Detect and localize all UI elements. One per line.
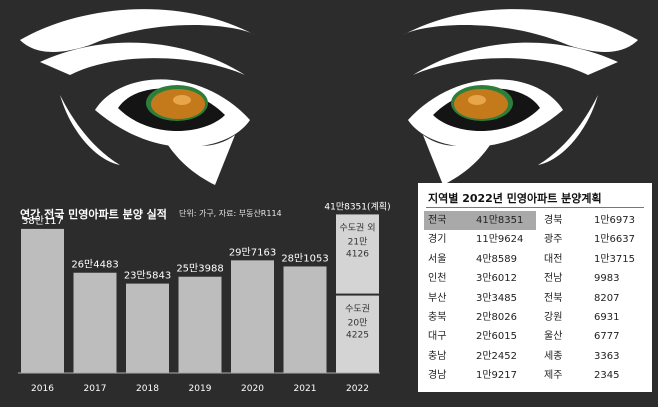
region-row: 전북 8207	[544, 289, 646, 308]
left-eye-icon	[20, 9, 255, 185]
region-row: 제주 2345	[544, 366, 646, 385]
bar-2017	[73, 272, 117, 373]
x-tick-2022: 2022	[346, 384, 369, 394]
region-name: 세종	[544, 350, 563, 362]
region-value: 3363	[594, 350, 620, 362]
region-row: 광주 1만6637	[544, 230, 646, 249]
bar-2020	[231, 260, 274, 373]
region-row: 인천 3만6012	[424, 269, 536, 288]
region-value: 6931	[594, 311, 620, 323]
bar-label-2016: 38만117	[22, 215, 63, 227]
region-name: 대구	[428, 331, 447, 343]
region-value: 1만6637	[594, 234, 636, 246]
region-row: 대전 1만3715	[544, 250, 646, 269]
region-name: 인천	[428, 273, 447, 285]
region-row: 경북 1만6973	[544, 211, 646, 230]
region-value: 8207	[594, 292, 620, 304]
x-tick-2018: 2018	[136, 384, 159, 394]
regional-plan-title: 지역별 2022년 민영아파트 분양계획	[428, 192, 602, 205]
region-row: 울산 6777	[544, 327, 646, 346]
bar-label-2022: 41만8351(계획)	[324, 200, 390, 212]
bar-2022-segment-capital	[336, 295, 379, 373]
bar-label-2017: 26만4483	[71, 259, 118, 271]
segment-value-a-0: 21만	[348, 236, 368, 247]
region-row: 전국 41만8351	[424, 211, 536, 231]
regional-list-right: 경북 1만6973 광주 1만6637 대전 1만3715 전남 9983 전북 8207 강원 69…	[544, 211, 646, 386]
region-value: 3만6012	[476, 273, 518, 285]
region-row: 세종 3363	[544, 347, 646, 366]
region-value: 1만3715	[594, 253, 636, 265]
bar-2016	[21, 228, 64, 373]
region-name: 전남	[544, 273, 563, 285]
region-name: 제주	[544, 370, 563, 382]
bar-2019	[178, 276, 222, 373]
region-name: 강원	[544, 311, 563, 323]
region-value: 2345	[594, 370, 620, 382]
right-eye-icon	[403, 9, 638, 185]
region-value: 1만9217	[476, 370, 518, 382]
region-row: 강원 6931	[544, 308, 646, 327]
segment-label-0: 수도권 외	[340, 221, 376, 233]
panel-divider	[426, 207, 644, 208]
regional-list-left: 전국 41만8351 경기 11만9624 서울 4만8589 인천 3만6012 부산 3만34…	[424, 211, 536, 386]
region-name: 광주	[544, 234, 563, 246]
segment-value-a-1: 20만	[348, 318, 368, 329]
x-tick-2017: 2017	[84, 384, 107, 394]
x-tick-2020: 2020	[241, 384, 264, 394]
region-value: 41만8351	[476, 215, 524, 226]
bar-label-2018: 23만5843	[124, 270, 171, 282]
region-value: 2만6015	[476, 331, 518, 343]
region-name: 경남	[428, 370, 447, 382]
region-value: 9983	[594, 273, 620, 285]
region-row: 경남 1만9217	[424, 366, 536, 385]
segment-value-b-1: 4225	[346, 331, 369, 341]
region-value: 2만8026	[476, 311, 518, 323]
chart-unit-note: 단위: 가구, 자료: 부동산R114	[179, 209, 282, 218]
region-row: 대구 2만6015	[424, 327, 536, 346]
region-value: 11만9624	[476, 234, 524, 246]
region-value: 3만3485	[476, 292, 518, 304]
region-name: 전국	[428, 215, 447, 226]
bar-label-2021: 28만1053	[281, 252, 328, 264]
region-row: 부산 3만3485	[424, 289, 536, 308]
bar-2022-segment-non-capital	[336, 214, 379, 294]
region-name: 대전	[544, 253, 563, 265]
region-value: 4만8589	[476, 253, 518, 265]
x-tick-2021: 2021	[294, 384, 317, 394]
region-name: 울산	[544, 331, 563, 343]
segment-label-1: 수도권	[345, 303, 370, 315]
x-tick-2016: 2016	[31, 384, 54, 394]
region-row: 전남 9983	[544, 269, 646, 288]
region-row: 충남 2만2452	[424, 347, 536, 366]
region-value: 6777	[594, 331, 620, 343]
region-row: 충북 2만8026	[424, 308, 536, 327]
region-name: 서울	[428, 253, 447, 265]
bar-2021	[283, 266, 327, 373]
x-tick-2019: 2019	[189, 384, 212, 394]
regional-plan-panel: 지역별 2022년 민영아파트 분양계획 전국 41만8351 경기 11만9624 서…	[418, 183, 652, 392]
bar-label-2020: 29만7163	[229, 246, 276, 258]
region-name: 부산	[428, 292, 447, 304]
region-name: 전북	[544, 292, 563, 304]
region-value: 2만2452	[476, 350, 518, 362]
region-row: 서울 4만8589	[424, 250, 536, 269]
region-name: 경기	[428, 234, 447, 246]
region-name: 충북	[428, 311, 447, 323]
bar-label-2019: 25만3988	[176, 263, 223, 275]
segment-value-b-0: 4126	[346, 249, 369, 259]
bar-2018	[126, 283, 169, 373]
region-row: 경기 11만9624	[424, 230, 536, 249]
region-name: 충남	[428, 350, 447, 362]
region-name: 경북	[544, 215, 563, 226]
region-value: 1만6973	[594, 215, 636, 226]
chart-title: 연간 전국 민영아파트 분양 실적	[20, 208, 167, 221]
